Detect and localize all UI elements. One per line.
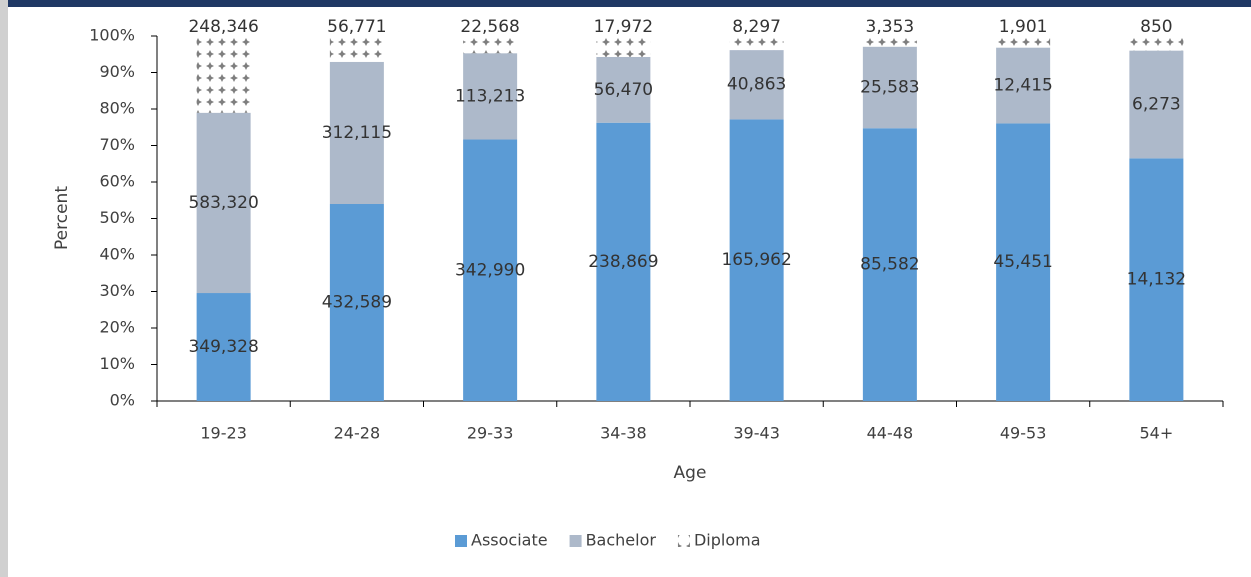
bar-segment: [862, 128, 917, 401]
data-label: 312,115: [322, 123, 392, 143]
data-label: 56,771: [327, 17, 386, 37]
bar-segment: [729, 119, 784, 402]
bar-segment: [463, 139, 518, 401]
x-tick-label: 49-53: [1000, 424, 1047, 443]
x-tick-label: 19-23: [200, 424, 247, 443]
x-tick-label: 29-33: [467, 424, 514, 443]
bar-segment: [1129, 158, 1184, 401]
x-tick-label: 44-48: [867, 424, 914, 443]
y-tick-label: 30%: [99, 281, 135, 300]
y-tick-label: 0%: [110, 391, 135, 410]
bar-segment: [596, 56, 651, 123]
data-label: 14,132: [1127, 270, 1186, 290]
bar-segment: [596, 36, 651, 57]
data-label: 349,328: [188, 337, 258, 357]
bar-segment: [596, 122, 651, 401]
bar-segment: [463, 53, 518, 140]
bar-segment: [329, 61, 384, 204]
bar-segment: [729, 36, 784, 51]
y-tick-label: 80%: [99, 99, 135, 118]
data-label: 3,353: [866, 17, 915, 37]
y-tick-label: 20%: [99, 318, 135, 337]
y-tick-label: 40%: [99, 245, 135, 264]
bar-segment: [729, 50, 784, 120]
data-label: 432,589: [322, 292, 392, 312]
data-label: 25,583: [860, 77, 919, 97]
y-tick-label: 10%: [99, 354, 135, 373]
y-tick-label: 90%: [99, 62, 135, 81]
legend-label: Diploma: [694, 531, 761, 550]
y-tick-label: 70%: [99, 135, 135, 154]
bar-segment: [329, 203, 384, 401]
bar-segment: [463, 36, 518, 54]
left-border: [0, 0, 8, 577]
data-label: 6,273: [1132, 94, 1181, 114]
data-label: 12,415: [993, 76, 1052, 96]
legend-swatch: [455, 535, 467, 547]
bar-segment: [196, 293, 251, 401]
data-label: 22,568: [460, 17, 519, 37]
data-label: 40,863: [727, 75, 786, 95]
bar-segment: [196, 36, 251, 113]
data-label: 1,901: [999, 17, 1048, 37]
x-axis-label: Age: [674, 463, 707, 483]
data-label: 248,346: [188, 17, 258, 37]
legend-swatch: [569, 535, 582, 547]
bar-segment: [996, 36, 1051, 48]
x-tick-label: 34-38: [600, 424, 647, 443]
bar-segment: [996, 123, 1051, 401]
data-label: 45,451: [993, 252, 1052, 272]
legend-label: Associate: [471, 531, 548, 550]
bar-segment: [329, 36, 384, 62]
data-label: 8,297: [732, 17, 781, 37]
bar-segment: [1129, 36, 1184, 51]
bar-segment: [1129, 50, 1184, 159]
legend-label: Bachelor: [586, 531, 657, 550]
data-label: 850: [1140, 17, 1172, 37]
x-tick-label: 39-43: [733, 424, 780, 443]
bar-segment: [862, 46, 917, 129]
y-tick-label: 60%: [99, 172, 135, 191]
bar-segment: [996, 47, 1051, 124]
data-label: 583,320: [188, 193, 258, 213]
x-tick-label: 54+: [1139, 424, 1173, 443]
x-tick-label: 24-28: [334, 424, 381, 443]
y-axis-label: Percent: [52, 186, 72, 250]
top-bar: [0, 0, 1251, 7]
legend-swatch: [677, 535, 690, 547]
y-tick-label: 50%: [99, 208, 135, 227]
y-tick-label: 100%: [89, 26, 135, 45]
data-label: 17,972: [594, 17, 653, 37]
data-label: 113,213: [455, 86, 525, 106]
bar-segment: [862, 36, 917, 47]
bar-segment: [196, 112, 251, 294]
data-label: 165,962: [721, 250, 791, 270]
data-label: 238,869: [588, 252, 658, 272]
data-label: 56,470: [594, 80, 653, 100]
data-label: 85,582: [860, 255, 919, 275]
data-label: 342,990: [455, 260, 525, 280]
